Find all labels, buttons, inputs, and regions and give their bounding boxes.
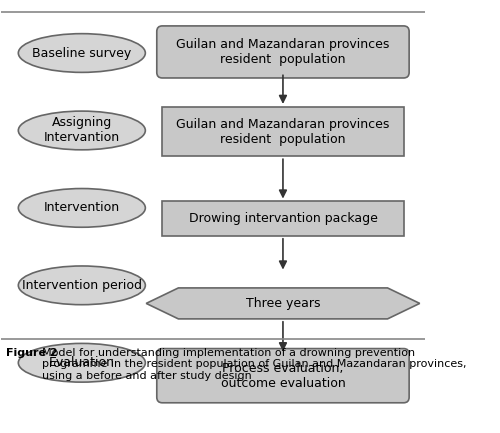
Text: Guilan and Mazandaran provinces
resident  population: Guilan and Mazandaran provinces resident… [176, 38, 390, 66]
Text: Evaluation: Evaluation [49, 356, 115, 369]
Ellipse shape [18, 34, 146, 72]
Text: Model for understanding implementation of a drowning prevention
programme in the: Model for understanding implementation o… [42, 348, 466, 381]
Ellipse shape [18, 266, 146, 305]
Polygon shape [146, 288, 419, 319]
FancyBboxPatch shape [157, 26, 409, 78]
FancyBboxPatch shape [162, 201, 404, 236]
Text: Intervention period: Intervention period [22, 279, 142, 292]
Text: Assigning
Intervantion: Assigning Intervantion [44, 116, 120, 145]
FancyBboxPatch shape [157, 349, 409, 403]
Text: Three years: Three years [246, 297, 320, 310]
FancyBboxPatch shape [162, 107, 404, 156]
Text: Drowing intervantion package: Drowing intervantion package [188, 212, 378, 225]
Ellipse shape [18, 111, 146, 150]
Text: Intervention: Intervention [44, 201, 120, 214]
Text: Baseline survey: Baseline survey [32, 46, 132, 59]
Ellipse shape [18, 343, 146, 382]
Text: Guilan and Mazandaran provinces
resident  population: Guilan and Mazandaran provinces resident… [176, 117, 390, 145]
Ellipse shape [18, 188, 146, 227]
Text: Process evaluation,
outcome evaluation: Process evaluation, outcome evaluation [220, 362, 346, 390]
Text: Figure 2: Figure 2 [6, 348, 61, 358]
